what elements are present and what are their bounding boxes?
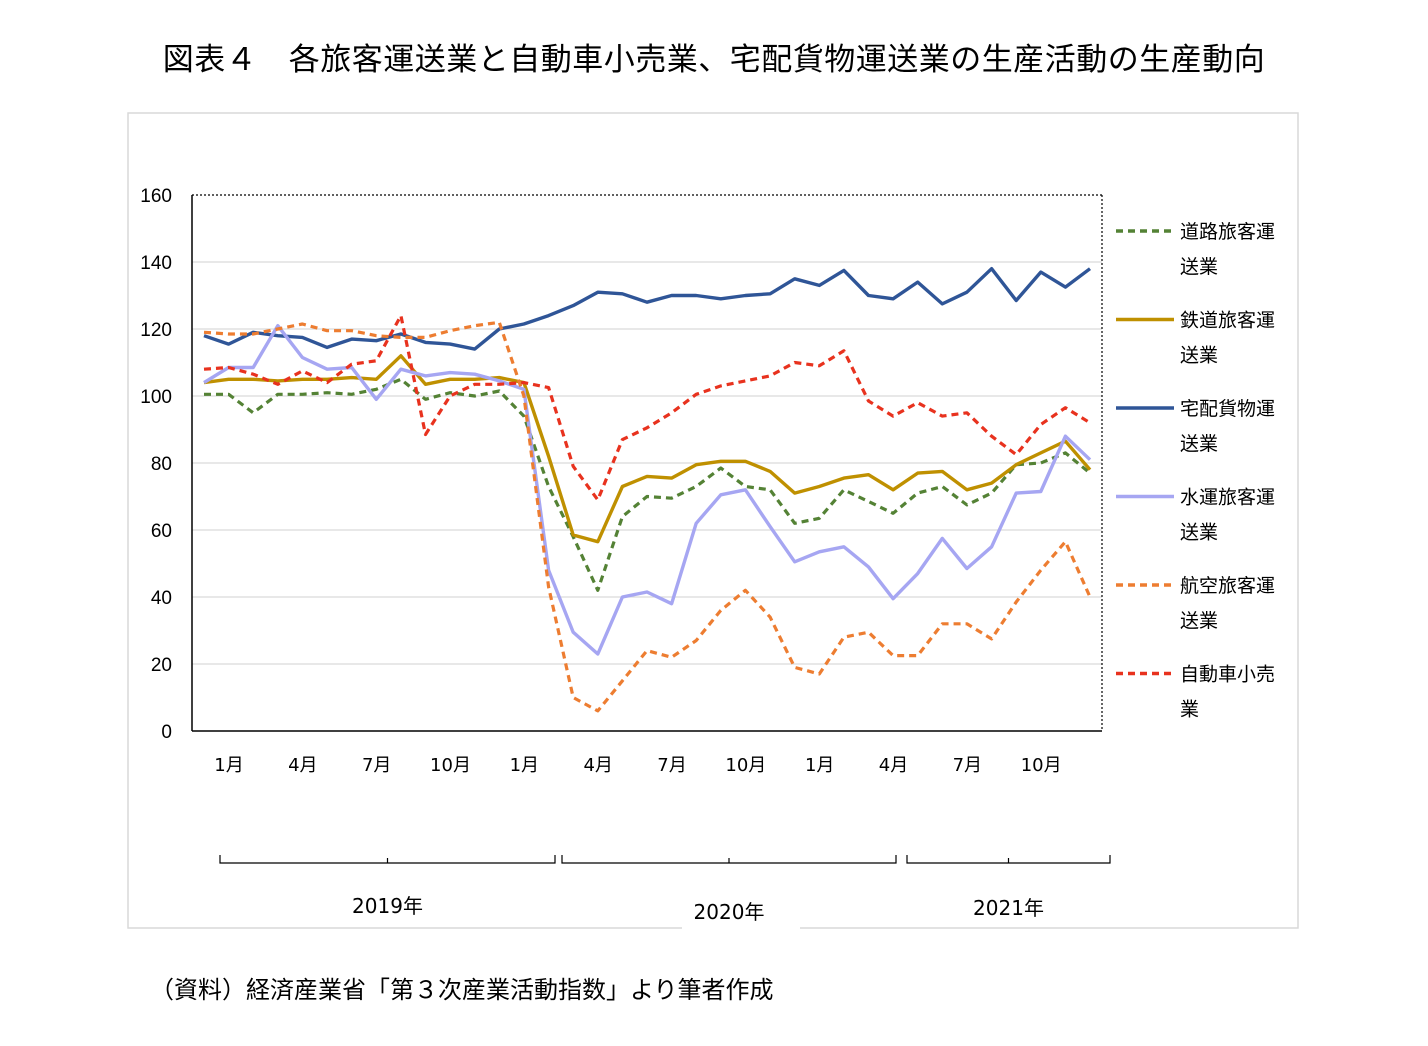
year-labels: 2019年 2020年 2021年 <box>352 894 1044 924</box>
legend-label-line-2-2: 送業 <box>1180 345 1218 367</box>
legend-label-line-4-1: 水運旅客運 <box>1180 487 1275 509</box>
year-2020-label-bg <box>682 895 800 937</box>
axes <box>191 194 1103 732</box>
x-tick-label-3: 7月 <box>362 755 391 776</box>
y-tick-label-100: 100 <box>140 387 172 408</box>
series-line-1 <box>204 377 1092 592</box>
series-lines <box>203 267 1092 713</box>
legend-label-line-3-1: 宅配貨物運 <box>1180 398 1275 420</box>
legend-label-line-5-1: 航空旅客運 <box>1180 575 1275 597</box>
legend: 道路旅客運送業鉄道旅客運送業宅配貨物運送業水運旅客運送業航空旅客運送業自動車小売… <box>1116 221 1275 721</box>
x-tick-label-11: 7月 <box>953 755 982 776</box>
x-tick-label-7: 7月 <box>657 755 686 776</box>
legend-label-line-1-2: 送業 <box>1180 256 1218 278</box>
y-tick-label-20: 20 <box>151 655 172 676</box>
legend-label-3: 宅配貨物運送業 <box>1180 398 1275 455</box>
year-label-3: 2021年 <box>973 896 1044 920</box>
legend-label-line-6-1: 自動車小売 <box>1180 664 1275 686</box>
x-axis-ticks: 1月 4月 7月 10月 1月 4月 7月 10月 1月 4月 7月 10月 <box>214 755 1061 776</box>
year-label-2: 2020年 <box>694 900 765 924</box>
legend-label-line-5-2: 送業 <box>1180 610 1218 632</box>
x-tick-label-6: 4月 <box>583 755 612 776</box>
x-tick-label-10: 4月 <box>879 755 908 776</box>
series-line-4 <box>203 324 1092 656</box>
gridlines <box>192 261 1102 665</box>
legend-label-line-2-1: 鉄道旅客運 <box>1180 310 1275 332</box>
y-tick-label-120: 120 <box>140 320 172 341</box>
legend-label-line-1-1: 道路旅客運 <box>1180 221 1275 243</box>
source-note: （資料）経済産業省「第３次産業活動指数」より筆者作成 <box>150 976 774 1004</box>
legend-label-line-6-2: 業 <box>1180 699 1199 721</box>
y-tick-label-40: 40 <box>151 588 172 609</box>
series-line-5 <box>203 320 1092 713</box>
x-tick-label-2: 4月 <box>288 755 317 776</box>
series-line-6 <box>203 314 1091 502</box>
legend-label-4: 水運旅客運送業 <box>1180 487 1275 544</box>
legend-label-1: 道路旅客運送業 <box>1180 221 1275 278</box>
series-line-3 <box>203 267 1092 351</box>
y-tick-label-160: 160 <box>140 186 172 207</box>
chart-title: 図表４ 各旅客運送業と自動車小売業、宅配貨物運送業の生産活動の生産動向 <box>162 42 1266 78</box>
year-groups <box>219 855 1111 864</box>
x-tick-label-9: 1月 <box>805 755 834 776</box>
legend-label-line-4-2: 送業 <box>1180 522 1218 544</box>
legend-label-2: 鉄道旅客運送業 <box>1180 310 1275 367</box>
chart-area-border <box>127 112 1299 929</box>
y-tick-label-140: 140 <box>140 253 172 274</box>
legend-label-line-3-2: 送業 <box>1180 433 1218 455</box>
y-tick-label-80: 80 <box>151 454 172 475</box>
x-tick-label-8: 10月 <box>725 755 766 776</box>
x-tick-label-1: 1月 <box>214 755 243 776</box>
y-tick-label-60: 60 <box>151 521 172 542</box>
series-line-2 <box>203 354 1092 544</box>
year-label-1: 2019年 <box>352 894 423 918</box>
legend-label-6: 自動車小売業 <box>1180 664 1275 721</box>
x-tick-label-4: 10月 <box>430 755 471 776</box>
legend-label-5: 航空旅客運送業 <box>1180 575 1275 632</box>
y-axis-ticks: 0 20 40 60 80 100 120 140 160 <box>140 186 172 743</box>
x-tick-label-5: 1月 <box>510 755 539 776</box>
y-tick-label-0: 0 <box>161 722 172 743</box>
x-tick-label-12: 10月 <box>1021 755 1062 776</box>
